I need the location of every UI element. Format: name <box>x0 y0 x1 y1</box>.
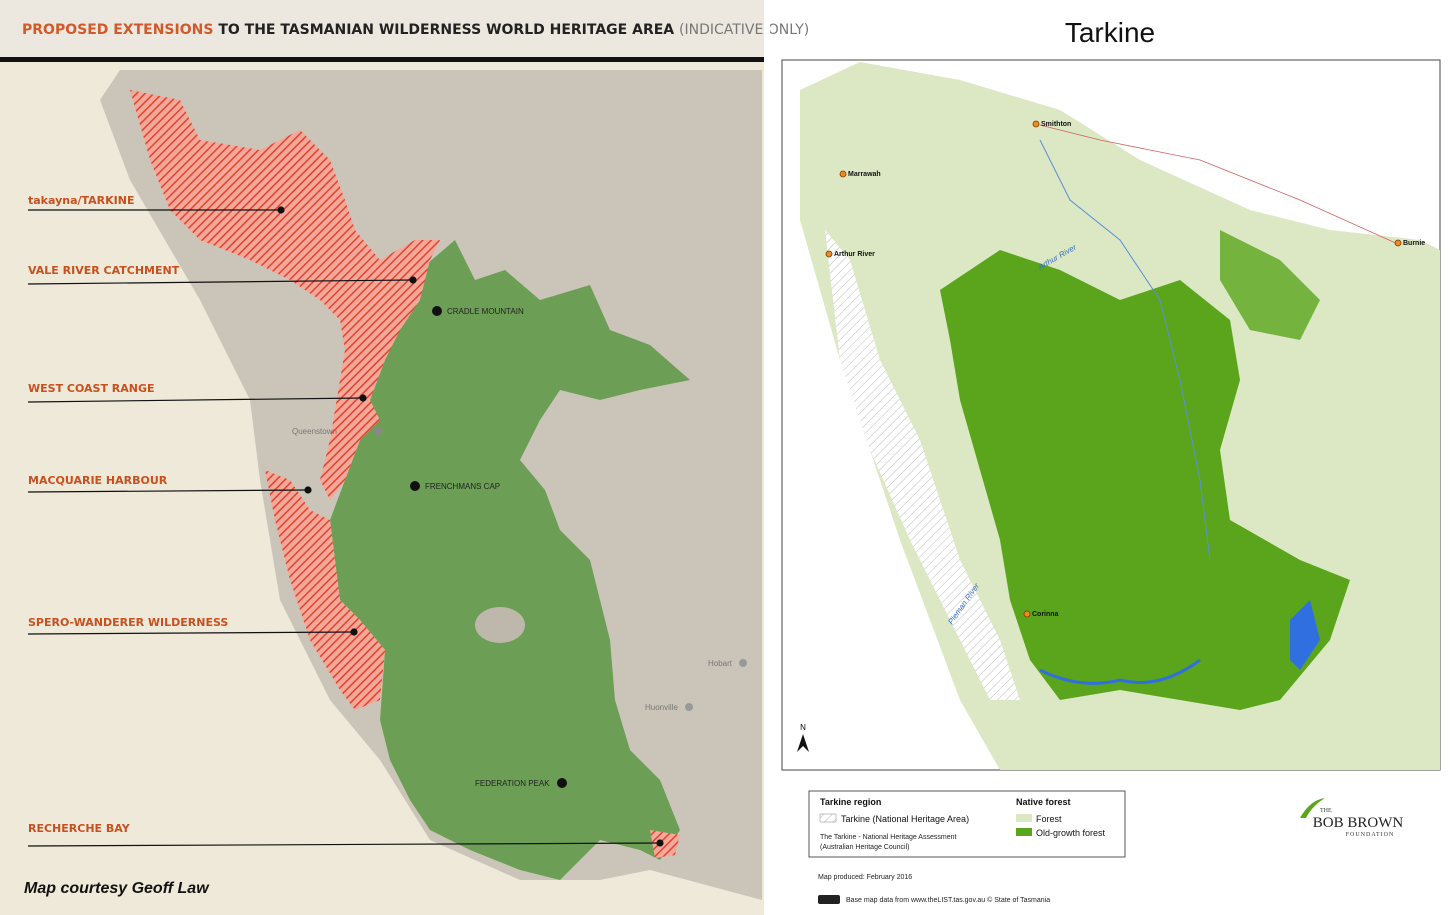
place-label: CRADLE MOUNTAIN <box>447 307 524 316</box>
base-map-note: Base map data from www.theLIST.tas.gov.a… <box>846 896 1050 904</box>
leader-line <box>27 842 660 847</box>
leader-dot <box>304 486 312 494</box>
leader-dot <box>277 206 285 214</box>
place-marker <box>432 306 442 316</box>
right-map: Tarkine Smithton Marrawah Arthur River B… <box>781 17 1441 904</box>
legend-heading: Tarkine region <box>820 797 881 807</box>
legend-swatch <box>1016 814 1032 822</box>
left-map: PROPOSED EXTENSIONS TO THE TASMANIAN WIL… <box>0 0 809 915</box>
legend-box <box>808 790 1126 858</box>
legend-heading: Native forest <box>1016 797 1071 807</box>
place-marker <box>739 659 747 667</box>
leader-line <box>27 397 363 403</box>
town-marker <box>1032 120 1040 128</box>
place-label: FEDERATION PEAK <box>475 779 550 788</box>
title-main: TO THE TASMANIAN WILDERNESS WORLD HERITA… <box>218 22 674 38</box>
town-label: Marrawah <box>848 171 881 178</box>
world-heritage-area <box>330 240 690 880</box>
legend-item: Forest <box>1036 814 1062 824</box>
leader-dot <box>350 628 358 636</box>
legend-swatch <box>1016 828 1032 836</box>
extension-label: WEST COAST RANGE <box>28 382 155 395</box>
town-marker <box>1023 610 1031 618</box>
town-label: Arthur River <box>834 251 875 258</box>
place-label: Hobart <box>708 659 733 668</box>
place-label: Huonville <box>645 703 678 712</box>
town-marker <box>825 250 833 258</box>
town-label: Corinna <box>1032 611 1059 618</box>
map-title: Tarkine <box>1065 17 1155 48</box>
title-rule <box>0 57 764 62</box>
extension-label: VALE RIVER CATCHMENT <box>28 264 180 277</box>
leader-dot <box>656 839 664 847</box>
title-note: (INDICATIVE ONLY) <box>679 22 809 38</box>
legend-swatch <box>819 813 837 823</box>
town-label: Smithton <box>1041 121 1071 128</box>
river <box>1039 658 1201 685</box>
cc-badge <box>818 895 840 904</box>
logo-leaf <box>1300 798 1325 818</box>
leader-line <box>27 279 413 285</box>
place-label: FRENCHMANS CAP <box>425 482 500 491</box>
old-growth-forest <box>1220 230 1320 340</box>
town-label: Burnie <box>1403 240 1425 247</box>
legend-item: Tarkine (National Heritage Area) <box>841 814 969 824</box>
extension-label: takayna/TARKINE <box>28 194 135 207</box>
legend-source: (Australian Heritage Council) <box>820 844 909 851</box>
extension-label: SPERO-WANDERER WILDERNESS <box>28 616 228 629</box>
town-marker <box>839 170 847 178</box>
logo-the: THE <box>1320 808 1332 814</box>
map-produced: Map produced: February 2016 <box>818 874 912 881</box>
leader-line <box>27 489 308 493</box>
town-marker <box>1394 239 1402 247</box>
leader-dot <box>409 276 417 284</box>
title: PROPOSED EXTENSIONS TO THE TASMANIAN WIL… <box>22 22 809 38</box>
legend-item: Old-growth forest <box>1036 828 1106 838</box>
place-marker <box>410 481 420 491</box>
road <box>1039 124 1401 246</box>
place-marker <box>374 427 382 435</box>
leader-dot <box>359 394 367 402</box>
extension-label: RECHERCHE BAY <box>28 822 131 835</box>
extension-recherche <box>650 830 680 858</box>
heritage-area <box>825 230 1020 700</box>
legend-source: The Tarkine - National Heritage Assessme… <box>820 834 956 841</box>
logo-name: BOB BROWN <box>1313 815 1404 831</box>
lake <box>475 607 525 643</box>
place-marker <box>557 778 567 788</box>
old-growth-forest <box>940 250 1350 710</box>
river <box>1039 139 1211 561</box>
divider <box>764 0 770 915</box>
title-bar <box>0 0 764 58</box>
title-highlight: PROPOSED EXTENSIONS <box>22 22 213 38</box>
north-label: N <box>800 723 806 732</box>
place-label: Queenstown <box>292 427 337 436</box>
logo-foundation: FOUNDATION <box>1346 832 1395 838</box>
extension-label: MACQUARIE HARBOUR <box>28 474 168 487</box>
leader-line <box>27 631 354 635</box>
credit: Map courtesy Geoff Law <box>24 880 210 897</box>
place-marker <box>685 703 693 711</box>
north-arrow <box>797 734 809 752</box>
extension-south <box>265 470 385 710</box>
lake <box>1290 600 1320 670</box>
